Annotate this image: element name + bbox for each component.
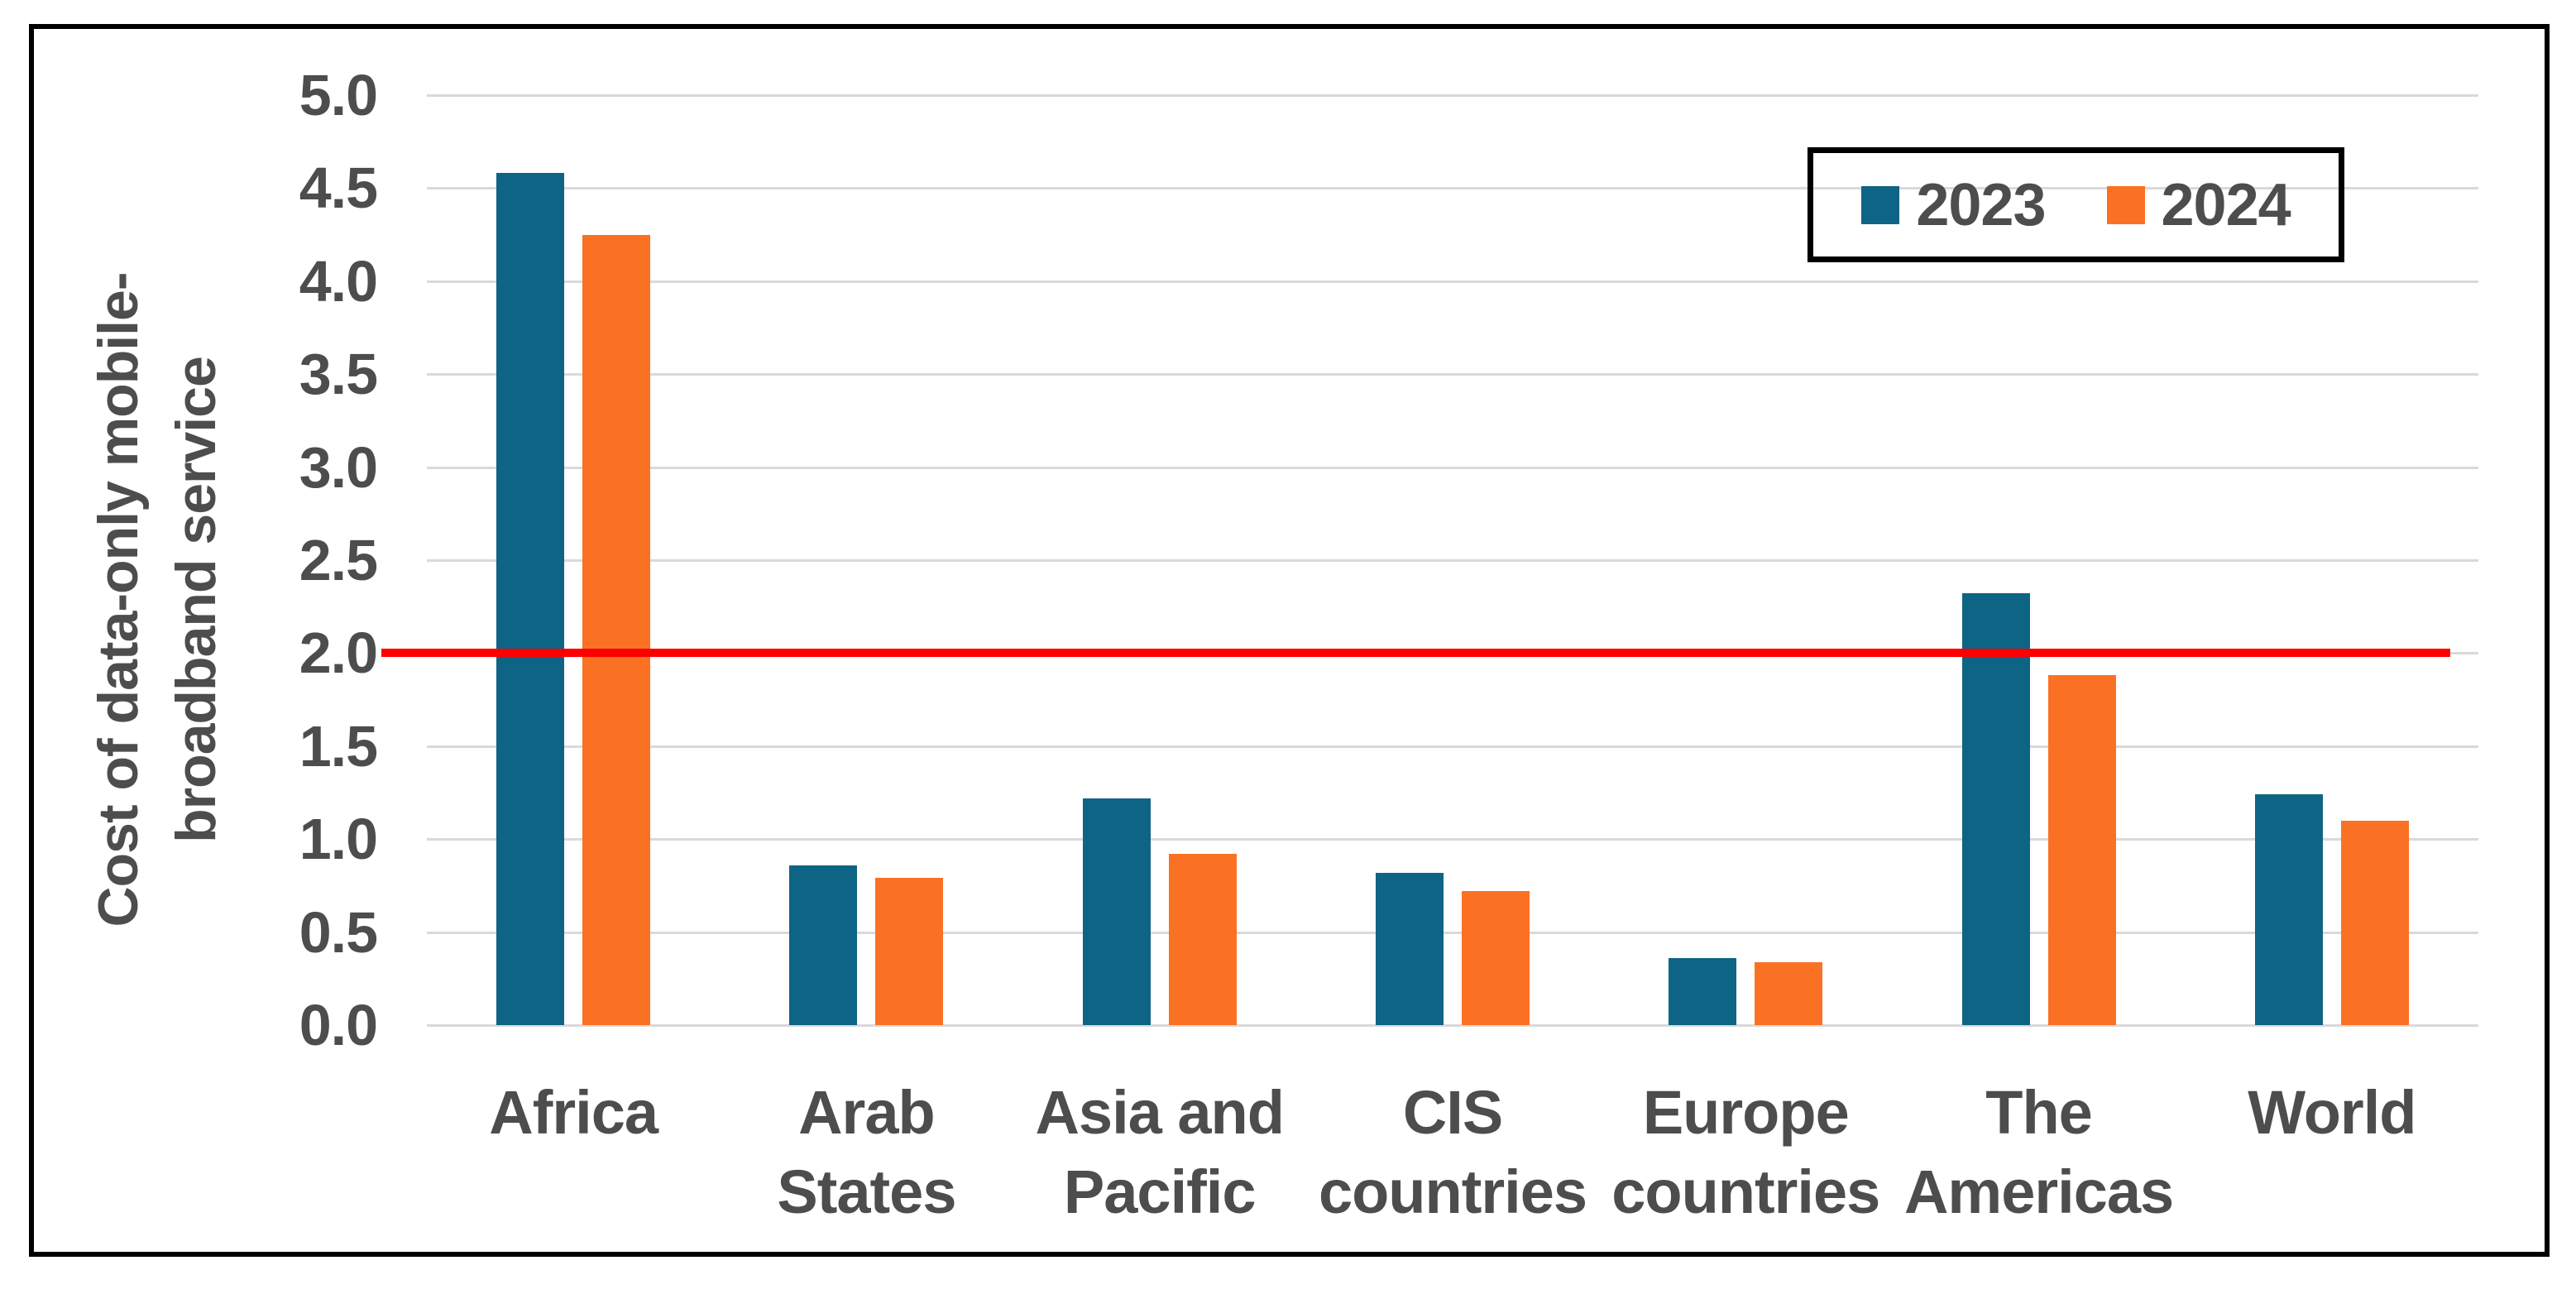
gridline-4.5 bbox=[427, 187, 2478, 190]
gridline-0.5 bbox=[427, 931, 2478, 934]
gridline-3.5 bbox=[427, 373, 2478, 376]
x-category-label-world: World bbox=[2158, 1073, 2506, 1153]
gridline-5.0 bbox=[427, 94, 2478, 97]
legend-box: 2023 2024 bbox=[1808, 147, 2344, 262]
gridline-2.5 bbox=[427, 559, 2478, 562]
x-category-label-line: The bbox=[1985, 1078, 2093, 1147]
x-category-label-line: countries bbox=[1318, 1157, 1587, 1226]
x-category-label-line: Europe bbox=[1642, 1078, 1850, 1147]
y-tick-label-0.5: 0.5 bbox=[299, 899, 378, 965]
legend-swatch-2024 bbox=[2106, 185, 2145, 224]
x-category-label-line: Asia and bbox=[1035, 1078, 1284, 1147]
gridline-4.0 bbox=[427, 280, 2478, 283]
x-category-label-line: Americas bbox=[1903, 1157, 2174, 1226]
x-category-label-line: World bbox=[2248, 1078, 2416, 1147]
bar-2024-africa bbox=[582, 234, 651, 1025]
x-category-label-line: countries bbox=[1611, 1157, 1880, 1226]
legend-swatch-2023 bbox=[1861, 185, 1900, 224]
gridline-0.0 bbox=[427, 1024, 2478, 1027]
x-category-label-asia-and-pacific: Asia and Pacific bbox=[986, 1073, 1333, 1232]
bar-2023-arab-states bbox=[789, 865, 858, 1025]
y-tick-label-0.0: 0.0 bbox=[299, 993, 378, 1057]
x-category-label-arab-states: Arab States bbox=[692, 1073, 1040, 1232]
bar-2023-world bbox=[2254, 794, 2323, 1025]
x-category-label-europe-countries: Europe countries bbox=[1572, 1073, 1919, 1232]
y-tick-label-5.0: 5.0 bbox=[299, 63, 378, 127]
gridline-1.5 bbox=[427, 745, 2478, 748]
bar-2024-arab-states bbox=[875, 878, 944, 1025]
y-tick-label-2.5: 2.5 bbox=[299, 528, 378, 592]
legend-label-2023: 2023 bbox=[1916, 171, 2046, 238]
chart-outer-frame: Cost of data-only mobile- broadband serv… bbox=[29, 24, 2550, 1257]
x-category-label-line: CIS bbox=[1402, 1078, 1503, 1147]
y-tick-label-4.0: 4.0 bbox=[299, 248, 378, 314]
x-category-label-the-americas: The Americas bbox=[1865, 1073, 2213, 1232]
y-tick-label-2.0: 2.0 bbox=[299, 621, 378, 686]
x-category-label-africa: Africa bbox=[400, 1073, 747, 1153]
bar-2023-europe-countries bbox=[1669, 958, 1737, 1025]
bar-2023-cis-countries bbox=[1376, 872, 1444, 1025]
bar-2023-africa bbox=[496, 173, 565, 1025]
x-category-label-cis-countries: CIS countries bbox=[1279, 1073, 1626, 1232]
bar-2023-asia-and-pacific bbox=[1082, 798, 1151, 1025]
x-category-label-line: Pacific bbox=[1063, 1157, 1257, 1226]
bar-2024-asia-and-pacific bbox=[1168, 854, 1237, 1025]
bar-2023-the-americas bbox=[1961, 593, 2030, 1025]
x-category-label-line: Africa bbox=[489, 1078, 658, 1147]
legend-item-2023: 2023 bbox=[1861, 171, 2047, 238]
gridline-3.0 bbox=[427, 466, 2478, 469]
bar-2024-world bbox=[2340, 820, 2409, 1025]
y-tick-label-1.5: 1.5 bbox=[299, 713, 378, 779]
reference-line-2-0 bbox=[381, 649, 2450, 658]
bar-2024-europe-countries bbox=[1755, 961, 1823, 1025]
y-tick-label-1.0: 1.0 bbox=[299, 807, 378, 872]
legend-label-2024: 2024 bbox=[2161, 171, 2291, 238]
bar-2024-cis-countries bbox=[1462, 891, 1530, 1025]
y-tick-label-3.0: 3.0 bbox=[299, 434, 378, 500]
x-category-label-line: States bbox=[777, 1157, 956, 1226]
gridline-1.0 bbox=[427, 838, 2478, 841]
plot-area: 5.0 4.5 4.0 3.5 3.0 2.5 2.0 1.5 1.0 0.5 0.0 Africa A… bbox=[34, 29, 2545, 1252]
y-tick-label-4.5: 4.5 bbox=[299, 156, 378, 221]
y-tick-label-3.5: 3.5 bbox=[299, 342, 378, 407]
legend-item-2024: 2024 bbox=[2106, 171, 2291, 238]
bar-2024-the-americas bbox=[2047, 675, 2116, 1025]
x-category-label-line: Arab bbox=[798, 1078, 936, 1147]
